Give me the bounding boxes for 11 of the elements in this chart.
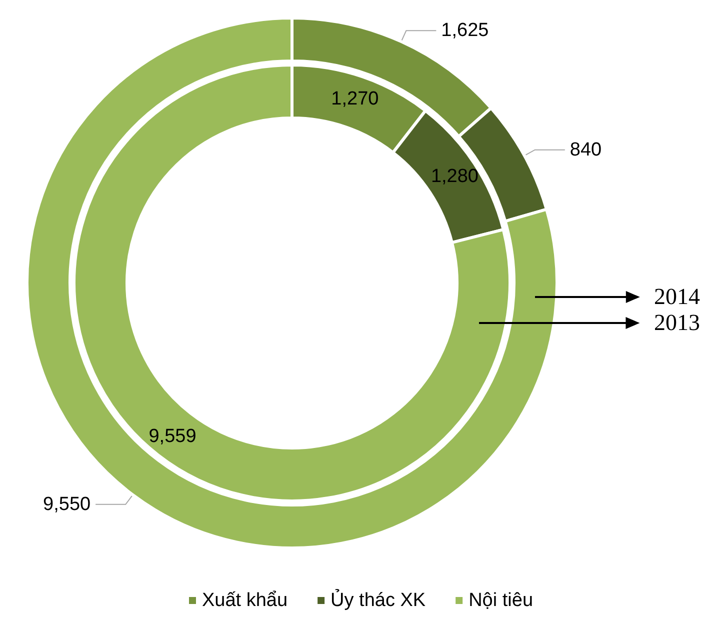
legend-label: Xuất khẩu: [202, 590, 288, 611]
data-label: 9,559: [148, 426, 196, 447]
data-label: 1,625: [441, 20, 489, 42]
text: 2014: [654, 283, 700, 311]
data-label: 1,280: [430, 166, 478, 187]
legend-label: Ủy thác XK: [330, 588, 426, 611]
legend-label: Nội tiêu: [468, 590, 534, 611]
data-label: 9,550: [43, 494, 91, 515]
data-label: 1,270: [331, 88, 379, 110]
data-label: 840: [570, 139, 602, 160]
text: 2013: [654, 309, 700, 337]
